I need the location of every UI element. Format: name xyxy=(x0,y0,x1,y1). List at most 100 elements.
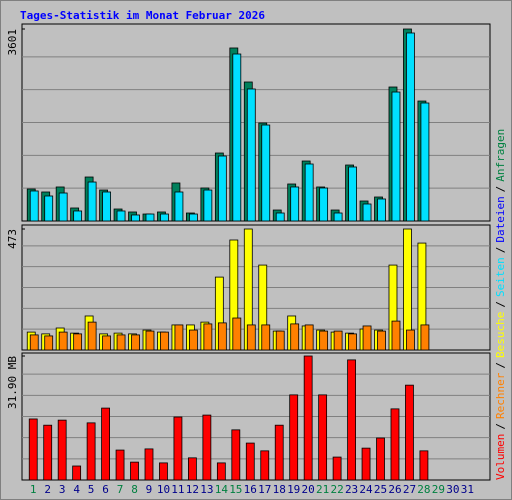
bar xyxy=(275,330,285,351)
legend: Volumen / Rechner / Besuche / Seiten / Dateien / A… xyxy=(494,129,507,480)
bar xyxy=(131,334,140,351)
bar xyxy=(57,419,67,481)
bar xyxy=(202,414,212,481)
bar xyxy=(115,449,125,481)
x-tick-label: 17 xyxy=(258,483,271,496)
bar xyxy=(160,213,169,222)
x-tick-label: 2 xyxy=(44,483,51,496)
bar xyxy=(419,450,429,481)
bar xyxy=(290,323,300,351)
bar xyxy=(245,442,255,481)
bar xyxy=(145,213,155,222)
x-tick-label: 23 xyxy=(345,483,358,496)
chart-title: Tages-Statistik im Monat Februar 2026 xyxy=(20,9,265,22)
bar xyxy=(101,407,110,481)
bar xyxy=(406,329,415,351)
bar xyxy=(406,32,415,222)
bar xyxy=(145,330,155,351)
x-tick-label: 31 xyxy=(461,483,474,496)
x-tick-label: 20 xyxy=(302,483,315,496)
bar xyxy=(391,91,401,222)
bar xyxy=(72,465,82,481)
bar xyxy=(420,102,430,222)
bar xyxy=(405,384,414,481)
x-tick-label: 1 xyxy=(30,483,37,496)
bar xyxy=(333,212,343,222)
bar xyxy=(362,203,372,222)
bar xyxy=(362,325,372,351)
bar xyxy=(131,214,140,222)
bar xyxy=(304,163,314,222)
bar xyxy=(274,424,284,481)
bar xyxy=(217,155,227,222)
bar xyxy=(290,186,300,222)
bar xyxy=(189,213,198,222)
bar xyxy=(87,181,97,222)
x-tick-label: 28 xyxy=(417,483,430,496)
bar xyxy=(275,212,285,222)
bar xyxy=(348,333,357,351)
bar xyxy=(86,422,96,481)
x-tick-label: 3 xyxy=(59,483,66,496)
bar xyxy=(304,324,314,351)
bar xyxy=(303,355,313,481)
bar xyxy=(174,191,184,222)
bar xyxy=(44,335,54,351)
bar xyxy=(144,448,154,481)
bar xyxy=(188,457,197,481)
x-tick-label: 6 xyxy=(102,483,109,496)
bar xyxy=(102,335,111,351)
bar xyxy=(232,53,242,222)
bar xyxy=(376,437,385,481)
x-tick-label: 15 xyxy=(229,483,242,496)
legend-separator: / xyxy=(494,362,507,369)
bar xyxy=(232,317,242,351)
bar xyxy=(332,456,342,481)
bar xyxy=(160,331,169,351)
bar xyxy=(289,394,299,481)
bar xyxy=(377,330,386,351)
x-tick-label: 26 xyxy=(388,483,401,496)
bar xyxy=(58,192,68,222)
bar xyxy=(29,190,39,222)
x-tick-label: 5 xyxy=(88,483,95,496)
bar xyxy=(189,329,198,351)
bar xyxy=(261,324,271,351)
bar xyxy=(347,359,356,481)
x-tick-label: 10 xyxy=(157,483,170,496)
bar xyxy=(29,334,39,351)
bar xyxy=(333,330,343,351)
bar xyxy=(73,333,83,351)
bar xyxy=(28,418,38,481)
bar xyxy=(261,124,271,222)
x-tick-label: 11 xyxy=(171,483,184,496)
legend-entry: Seiten xyxy=(494,257,507,297)
x-tick-label: 16 xyxy=(244,483,257,496)
bar xyxy=(116,334,126,351)
x-tick-label: 4 xyxy=(73,483,80,496)
legend-separator: / xyxy=(494,423,507,430)
x-tick-label: 13 xyxy=(200,483,213,496)
bar xyxy=(87,321,97,351)
bar xyxy=(390,408,400,481)
bar xyxy=(318,394,328,481)
bar xyxy=(44,195,54,222)
y-tick-label: 3601 xyxy=(6,29,19,56)
bar xyxy=(159,462,168,481)
bar xyxy=(361,447,371,481)
x-tick-label: 29 xyxy=(432,483,445,496)
legend-entry: Besuche xyxy=(494,312,507,358)
x-tick-label: 30 xyxy=(446,483,459,496)
legend-entry: Dateien xyxy=(494,196,507,242)
bar xyxy=(319,330,329,351)
bar xyxy=(231,429,241,481)
bar xyxy=(116,210,126,222)
x-tick-label: 7 xyxy=(117,483,124,496)
bar xyxy=(58,331,68,351)
bar xyxy=(73,210,83,222)
x-tick-label: 27 xyxy=(403,483,416,496)
legend-entry: Anfragen xyxy=(494,129,507,182)
bar xyxy=(319,187,329,222)
legend-separator: / xyxy=(494,247,507,254)
legend-entry: Rechner xyxy=(494,372,507,419)
